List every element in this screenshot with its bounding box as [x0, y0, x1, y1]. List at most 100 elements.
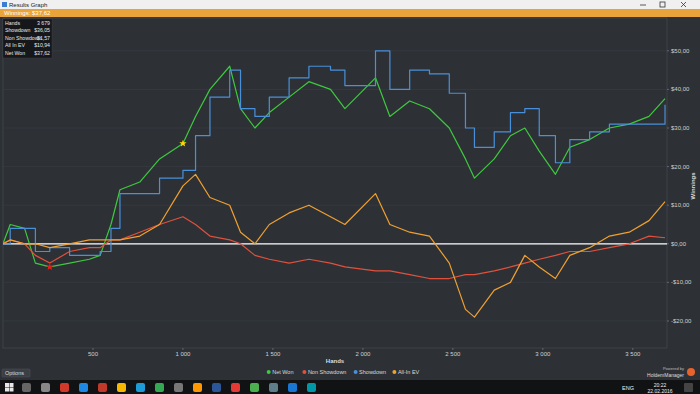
stats-value: 3 679 [37, 20, 50, 26]
legend-label: Showdown [359, 369, 386, 375]
x-tick [92, 348, 93, 350]
taskbar-icon[interactable] [269, 383, 278, 392]
series-line [3, 217, 665, 279]
maximize-button[interactable] [660, 2, 665, 7]
x-tick-label: 1 500 [265, 351, 281, 357]
x-tick-label: 2 500 [445, 351, 461, 357]
grid-line [3, 89, 667, 90]
stats-box-bg [3, 19, 52, 58]
legend-swatch [392, 370, 396, 374]
series-line [3, 66, 665, 267]
screen: Results Graph Winnings: $37,62 -$20,00 -$10… [0, 0, 700, 394]
grid-line [3, 282, 667, 283]
taskbar-icon[interactable] [231, 383, 240, 392]
start-tile [5, 388, 9, 392]
taskbar-icon[interactable] [117, 383, 126, 392]
taskbar-icon[interactable] [250, 383, 259, 392]
taskbar-icon[interactable] [174, 383, 183, 392]
legend-swatch [354, 370, 358, 374]
taskbar-icon[interactable] [212, 383, 221, 392]
y-tick-label: -$10,00 [671, 279, 692, 285]
x-tick-label: 3 500 [625, 351, 641, 357]
stats-value: $1,57 [37, 35, 50, 41]
stats-label: Hands [5, 20, 20, 26]
y-tick [667, 128, 669, 129]
series-line [3, 174, 665, 317]
grid-line [3, 205, 667, 206]
y-tick [667, 205, 669, 206]
stats-label: Showdown [5, 27, 30, 33]
legend-swatch [302, 370, 306, 374]
title-bar [0, 0, 700, 9]
notification-button[interactable] [684, 383, 693, 392]
window-title: Results Graph [9, 2, 47, 8]
options-label: Options [5, 370, 24, 376]
plot-frame [3, 18, 667, 348]
y-tick [667, 166, 669, 167]
taskbar-icon[interactable] [41, 383, 50, 392]
x-tick-label: 500 [88, 351, 99, 357]
brand: HoldemManager [647, 372, 684, 378]
y-tick-label: $40,00 [671, 86, 690, 92]
start-button[interactable] [5, 383, 14, 392]
start-tile [10, 383, 14, 387]
close-stroke [681, 2, 686, 7]
grid-line [3, 320, 667, 321]
taskbar-icon[interactable] [193, 383, 202, 392]
grid-line [3, 166, 667, 167]
x-tick [272, 348, 273, 350]
y-tick [667, 243, 669, 244]
y-axis-label: Winnings [690, 172, 696, 200]
taskbar-icon[interactable] [307, 383, 316, 392]
stats-value: $36,05 [34, 27, 50, 33]
taskbar-icon[interactable] [60, 383, 69, 392]
x-tick [632, 348, 633, 350]
stats-label: Net Won [5, 50, 25, 56]
language: ENG [622, 385, 634, 391]
x-tick-label: 3 000 [535, 351, 551, 357]
brand-logo [687, 368, 695, 376]
taskbar [0, 380, 700, 394]
stats-value: $10,94 [34, 42, 50, 48]
series-group [3, 51, 665, 317]
y-tick-label: $0,00 [671, 241, 687, 247]
close-button[interactable] [681, 2, 686, 7]
options-button[interactable] [2, 369, 30, 377]
series-line [3, 51, 665, 256]
stats-value: $37,62 [34, 50, 50, 56]
y-tick [667, 89, 669, 90]
legend-label: Net Won [272, 369, 293, 375]
star-marker [179, 140, 186, 147]
taskbar-icon[interactable] [79, 383, 88, 392]
header-bar [0, 9, 700, 17]
minimize-button[interactable] [640, 5, 646, 6]
winnings-header: Winnings: $37,62 [4, 10, 51, 16]
y-tick-label: $20,00 [671, 164, 690, 170]
start-tile [5, 383, 9, 387]
y-tick-label: -$20,00 [671, 318, 692, 324]
taskbar-icon[interactable] [98, 383, 107, 392]
grid-line [3, 50, 667, 51]
powered-by: Powered by [663, 366, 684, 371]
y-tick-label: $30,00 [671, 125, 690, 131]
taskbar-icon[interactable] [288, 383, 297, 392]
y-tick [667, 282, 669, 283]
stats-label: All In EV [5, 42, 25, 48]
star-marker [46, 263, 53, 270]
x-tick [542, 348, 543, 350]
chart-background [0, 17, 700, 380]
clock-date: 22.02.2016 [647, 388, 672, 394]
legend: Net WonNon ShowdownShowdownAll-In EV [267, 369, 420, 375]
taskbar-icon[interactable] [155, 383, 164, 392]
grid-line [3, 128, 667, 129]
y-tick-label: $10,00 [671, 202, 690, 208]
stats-box: Hands3 679Showdown$36,05Non Showdown$1,5… [3, 19, 52, 58]
x-tick-label: 1 000 [175, 351, 191, 357]
start-tile [10, 388, 14, 392]
taskbar-icon[interactable] [22, 383, 31, 392]
x-tick [452, 348, 453, 350]
y-tick-label: $50,00 [671, 48, 690, 54]
taskbar-icon[interactable] [136, 383, 145, 392]
close-stroke [681, 2, 686, 7]
x-tick [182, 348, 183, 350]
